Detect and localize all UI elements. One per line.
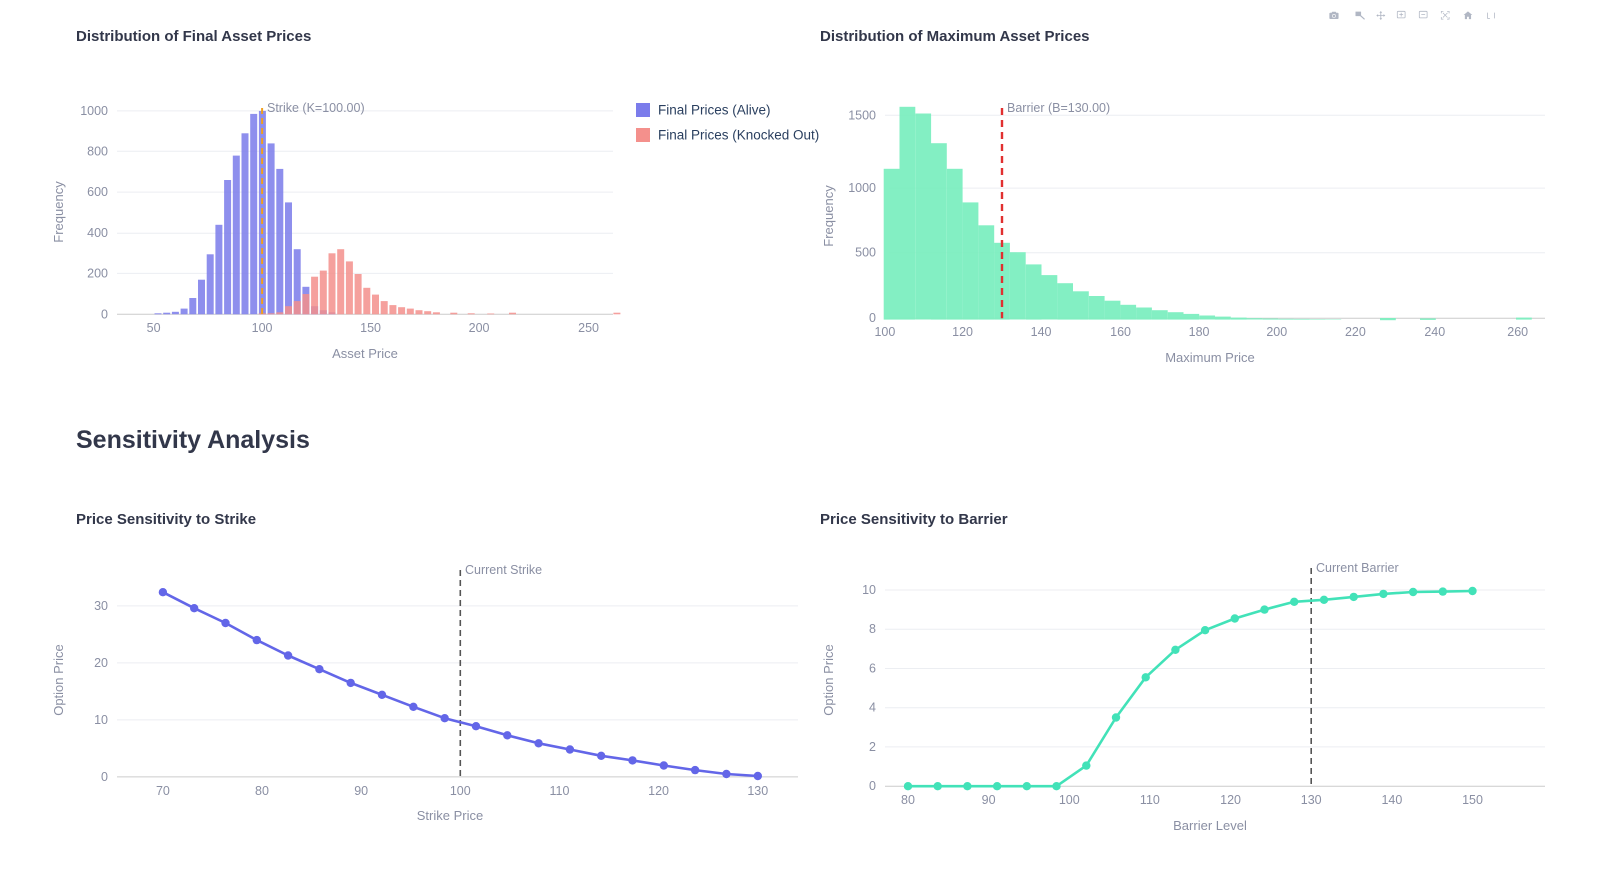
svg-text:2: 2 [869,740,876,754]
svg-text:8: 8 [869,622,876,636]
svg-text:180: 180 [1189,325,1210,339]
svg-text:240: 240 [1424,325,1445,339]
svg-text:Strike Price: Strike Price [417,808,483,823]
svg-text:1500: 1500 [848,108,876,122]
svg-text:140: 140 [1031,325,1052,339]
svg-text:Option Price: Option Price [51,644,66,716]
svg-text:200: 200 [469,321,490,335]
svg-text:140: 140 [1381,793,1402,807]
svg-text:100: 100 [252,321,273,335]
svg-text:1000: 1000 [80,104,108,118]
svg-text:100: 100 [450,784,471,798]
svg-text:600: 600 [87,185,108,199]
svg-text:800: 800 [87,144,108,158]
svg-text:220: 220 [1345,325,1366,339]
svg-text:130: 130 [747,784,768,798]
svg-text:90: 90 [354,784,368,798]
svg-text:80: 80 [255,784,269,798]
svg-text:30: 30 [94,599,108,613]
svg-text:Final Prices (Knocked Out): Final Prices (Knocked Out) [658,128,819,143]
svg-text:Frequency: Frequency [51,181,66,243]
svg-text:Current Barrier: Current Barrier [1316,561,1399,575]
svg-text:130: 130 [1301,793,1322,807]
svg-text:6: 6 [869,662,876,676]
svg-text:10: 10 [862,583,876,597]
svg-text:260: 260 [1507,325,1528,339]
svg-text:Maximum Price: Maximum Price [1165,350,1255,365]
svg-text:10: 10 [94,713,108,727]
svg-text:110: 110 [550,784,570,798]
svg-text:Frequency: Frequency [821,185,836,247]
svg-text:100: 100 [1059,793,1080,807]
svg-text:150: 150 [1462,793,1483,807]
svg-text:0: 0 [869,311,876,325]
svg-text:90: 90 [982,793,996,807]
svg-text:Option Price: Option Price [821,644,836,716]
svg-text:50: 50 [147,321,161,335]
svg-text:200: 200 [1266,325,1287,339]
svg-text:4: 4 [869,701,876,715]
svg-text:120: 120 [952,325,973,339]
svg-text:0: 0 [101,770,108,784]
svg-text:100: 100 [874,325,895,339]
svg-text:200: 200 [87,266,108,280]
svg-text:80: 80 [901,793,915,807]
svg-text:250: 250 [578,321,599,335]
svg-text:70: 70 [156,784,170,798]
svg-text:Barrier (B=130.00): Barrier (B=130.00) [1007,101,1110,115]
svg-text:110: 110 [1140,793,1160,807]
svg-text:150: 150 [360,321,381,335]
svg-text:0: 0 [869,779,876,793]
svg-text:500: 500 [855,246,876,260]
svg-text:160: 160 [1110,325,1131,339]
svg-text:120: 120 [1220,793,1241,807]
svg-text:Barrier Level: Barrier Level [1173,818,1247,833]
svg-text:120: 120 [648,784,669,798]
svg-text:20: 20 [94,656,108,670]
svg-text:Strike (K=100.00): Strike (K=100.00) [267,101,365,115]
svg-text:1000: 1000 [848,181,876,195]
svg-text:Final Prices (Alive): Final Prices (Alive) [658,103,771,118]
svg-text:0: 0 [101,307,108,321]
svg-text:Asset Price: Asset Price [332,346,398,361]
svg-text:Current Strike: Current Strike [465,563,542,577]
svg-text:400: 400 [87,226,108,240]
